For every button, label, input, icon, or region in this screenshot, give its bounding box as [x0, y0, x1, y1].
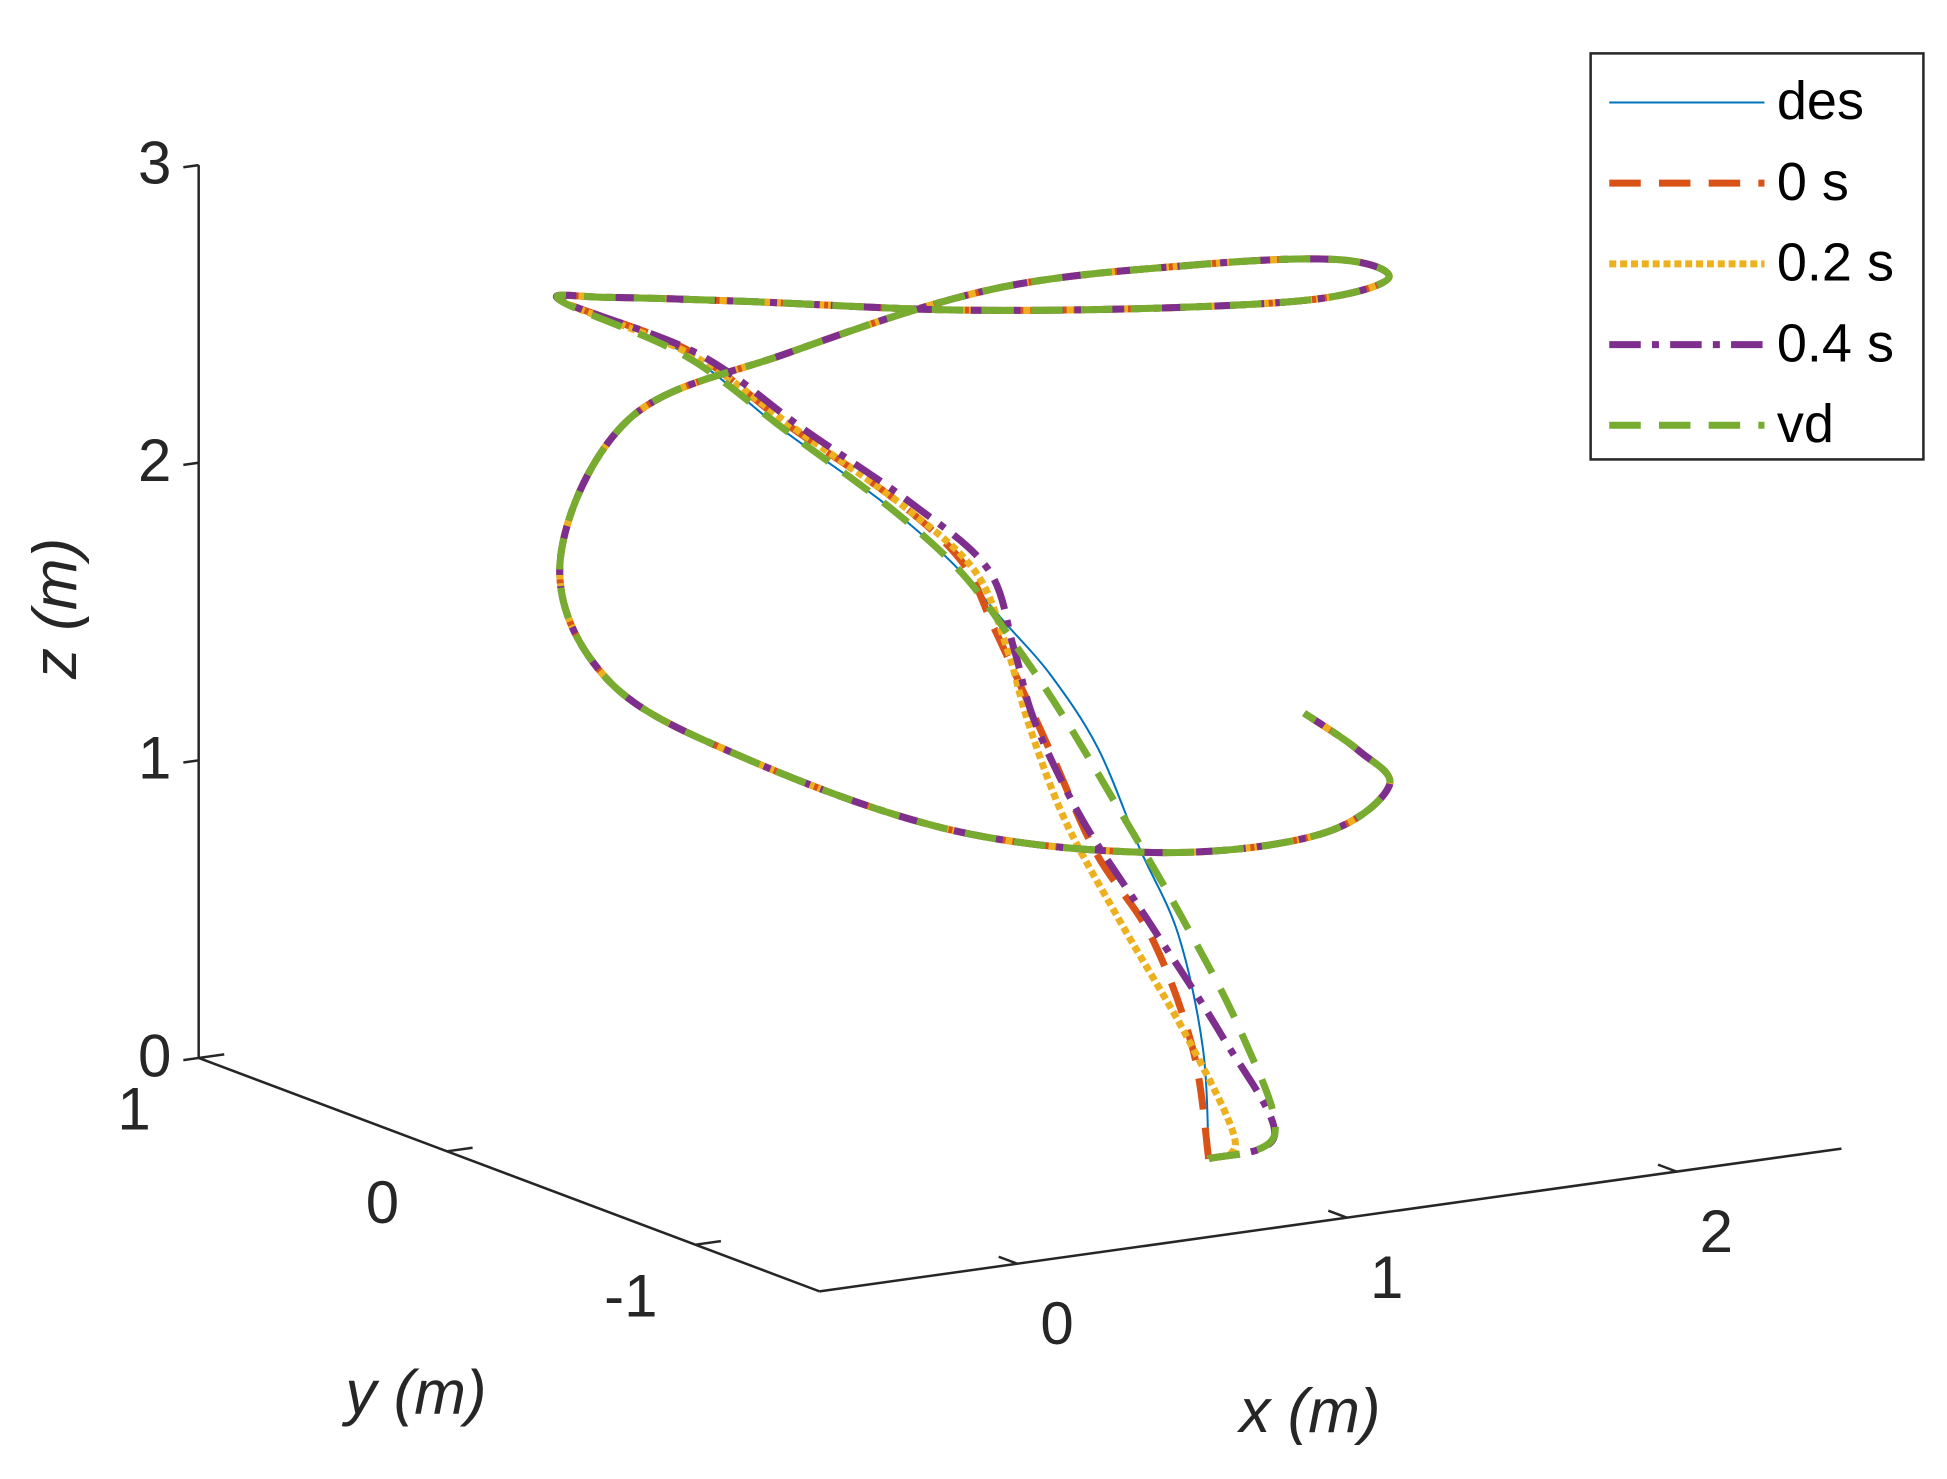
z-tick — [183, 163, 199, 169]
legend-label: 0.4 s — [1777, 313, 1894, 373]
z-tick — [183, 1056, 199, 1062]
y-tick-label: 1 — [117, 1076, 150, 1143]
z-tick-label: 1 — [138, 725, 171, 792]
x-tick — [998, 1255, 1018, 1265]
x-axis-line — [819, 1147, 1842, 1293]
z-tick-label: 2 — [138, 427, 171, 494]
x-tick-label: 1 — [1370, 1244, 1403, 1311]
legend-label: vd — [1777, 394, 1834, 454]
legend: des 0 s 0.2 s 0.4 s vd — [1589, 52, 1925, 461]
legend-label: 0 s — [1777, 152, 1849, 212]
plot-lines — [552, 255, 1394, 1163]
legend-label: des — [1777, 71, 1864, 131]
z-tick — [183, 461, 199, 467]
legend-box — [1589, 52, 1925, 461]
trajectory-line — [553, 255, 1394, 1163]
x-tick — [1327, 1209, 1348, 1219]
legend-label: 0.2 s — [1777, 233, 1894, 293]
z-tick-label: 0 — [138, 1022, 171, 1089]
y-tick — [198, 1053, 225, 1060]
y-tick — [446, 1146, 473, 1153]
y-axis-line — [198, 1056, 820, 1293]
z-tick-label: 3 — [138, 129, 171, 196]
y-tick — [695, 1239, 722, 1246]
z-tick — [183, 759, 199, 764]
x-axis-label: x (m) — [1236, 1377, 1380, 1446]
y-tick-label: 0 — [366, 1169, 399, 1236]
x-tick — [1657, 1163, 1678, 1173]
x-tick-label: 2 — [1700, 1198, 1733, 1265]
y-tick-label: -1 — [604, 1262, 657, 1329]
z-axis-label: z (m) — [21, 538, 90, 680]
y-axis-label: y (m) — [341, 1358, 486, 1427]
x-tick-label: 0 — [1040, 1290, 1073, 1357]
